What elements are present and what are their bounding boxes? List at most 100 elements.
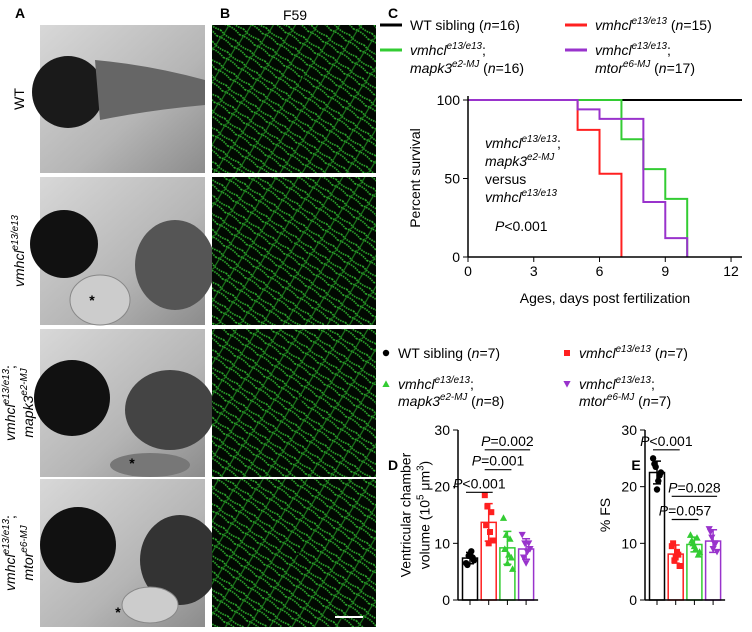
text-run: e13/e13 bbox=[10, 214, 21, 250]
legend-label: mapk3e2-MJ (n=16) bbox=[410, 59, 524, 76]
panel-title: F59 bbox=[283, 7, 307, 23]
text-run: n bbox=[472, 345, 480, 361]
data-point bbox=[464, 561, 471, 569]
data-point bbox=[469, 554, 476, 561]
text-run: ( bbox=[650, 60, 659, 76]
data-point bbox=[526, 546, 534, 553]
data-point bbox=[675, 551, 682, 558]
x-tick-label: 0 bbox=[464, 263, 472, 279]
y-tick-label: 30 bbox=[434, 422, 450, 438]
asterisk: * bbox=[115, 604, 121, 620]
text-run: ; bbox=[2, 515, 18, 519]
y-tick-label: 20 bbox=[621, 479, 637, 495]
legend-marker bbox=[564, 350, 570, 356]
data-point bbox=[690, 542, 698, 550]
text-run: vmhcl bbox=[410, 42, 447, 58]
annotation: vmhcle13/e13; bbox=[485, 134, 561, 151]
panel-letter: E bbox=[631, 457, 640, 473]
data-point bbox=[518, 531, 526, 539]
text-run: e13/e13 bbox=[1, 518, 12, 554]
data-point bbox=[488, 509, 495, 516]
data-point bbox=[487, 529, 493, 535]
text-run: e13/e13 bbox=[616, 375, 652, 386]
text-run: n bbox=[676, 17, 684, 33]
x-axis-label: Ages, days post fertilization bbox=[520, 290, 690, 306]
data-point bbox=[656, 472, 663, 479]
text-run: =15) bbox=[683, 17, 711, 33]
text-run: e13/e13 bbox=[522, 188, 558, 199]
text-run: mapk3 bbox=[20, 395, 36, 437]
text-run: vmhcl bbox=[595, 17, 632, 33]
y-tick-label: 50 bbox=[444, 171, 460, 187]
text-run: P bbox=[659, 503, 669, 519]
text-run: e2-MJ bbox=[440, 392, 467, 403]
embryo-image bbox=[32, 25, 205, 173]
y-axis-label: Ventricular chamber bbox=[398, 452, 414, 577]
text-run: ; bbox=[482, 42, 486, 58]
legend-label: vmhcle13/e13 (n=7) bbox=[579, 344, 688, 361]
text-run: e2-MJ bbox=[19, 368, 30, 395]
text-run: ; bbox=[557, 135, 561, 151]
text-run: =17) bbox=[667, 60, 695, 76]
data-point bbox=[709, 546, 717, 553]
text-run: ( bbox=[667, 17, 676, 33]
text-run: ( bbox=[634, 393, 643, 409]
data-point bbox=[686, 531, 695, 538]
text-run: mtor bbox=[595, 60, 624, 76]
text-run: vmhcl bbox=[11, 250, 27, 287]
data-point bbox=[522, 560, 530, 567]
legend-label: vmhcle13/e13 (n=15) bbox=[595, 16, 712, 33]
panel-a-images bbox=[30, 25, 220, 627]
y-tick-label: 10 bbox=[434, 535, 450, 551]
text-run: n bbox=[659, 60, 667, 76]
annotation: versus bbox=[485, 171, 526, 187]
text-run: n bbox=[643, 393, 651, 409]
data-point bbox=[670, 540, 677, 547]
data-point bbox=[483, 522, 490, 529]
text-run: WT sibling ( bbox=[410, 17, 484, 33]
p-value: P<0.001 bbox=[640, 433, 693, 449]
data-point bbox=[706, 529, 715, 536]
data-point bbox=[713, 548, 721, 556]
ventricle-label: V bbox=[295, 389, 305, 405]
y-tick-label: 30 bbox=[621, 422, 637, 438]
text-run: mapk3 bbox=[398, 393, 440, 409]
text-run: vmhcl bbox=[2, 403, 18, 440]
panel-letter: D bbox=[388, 457, 398, 473]
embryo-image bbox=[40, 479, 220, 627]
text-run: mtor bbox=[579, 393, 608, 409]
y-tick-label: 0 bbox=[442, 592, 450, 608]
panel-letter: A bbox=[15, 5, 25, 21]
data-point bbox=[489, 537, 496, 544]
survival-line bbox=[468, 99, 689, 257]
data-point bbox=[503, 559, 511, 567]
row-label: vmhcle13/e13; bbox=[1, 515, 18, 591]
text-run: mtor bbox=[20, 551, 36, 580]
text-run: ; bbox=[2, 365, 18, 369]
text-run: e13/e13 bbox=[522, 134, 558, 145]
data-point bbox=[509, 565, 517, 572]
row-label: mapk3e2-MJ bbox=[19, 368, 36, 437]
data-point bbox=[696, 548, 704, 555]
text-run: mapk3 bbox=[410, 60, 452, 76]
text-run: P bbox=[495, 218, 505, 234]
text-run: e2-MJ bbox=[452, 59, 479, 70]
text-run: e6-MJ bbox=[19, 525, 30, 552]
annotation: mapk3e2-MJ bbox=[485, 152, 554, 169]
text-run: vmhcl bbox=[398, 376, 435, 392]
f59-image bbox=[212, 25, 376, 173]
text-run: e13/e13 bbox=[632, 41, 668, 52]
data-point bbox=[649, 455, 657, 462]
text-run: =7) bbox=[651, 393, 672, 409]
data-point bbox=[502, 531, 510, 538]
p-value: P=0.001 bbox=[472, 453, 525, 469]
text-run: ( bbox=[651, 345, 660, 361]
text-run: P bbox=[640, 433, 650, 449]
embryo-image bbox=[34, 329, 215, 477]
p-value: P=0.028 bbox=[668, 479, 721, 495]
text-run: μm bbox=[417, 471, 433, 495]
y-tick-label: 0 bbox=[629, 592, 637, 608]
y-axis-label: volume (105 μm3) bbox=[416, 461, 433, 569]
text-run: ( bbox=[479, 60, 488, 76]
